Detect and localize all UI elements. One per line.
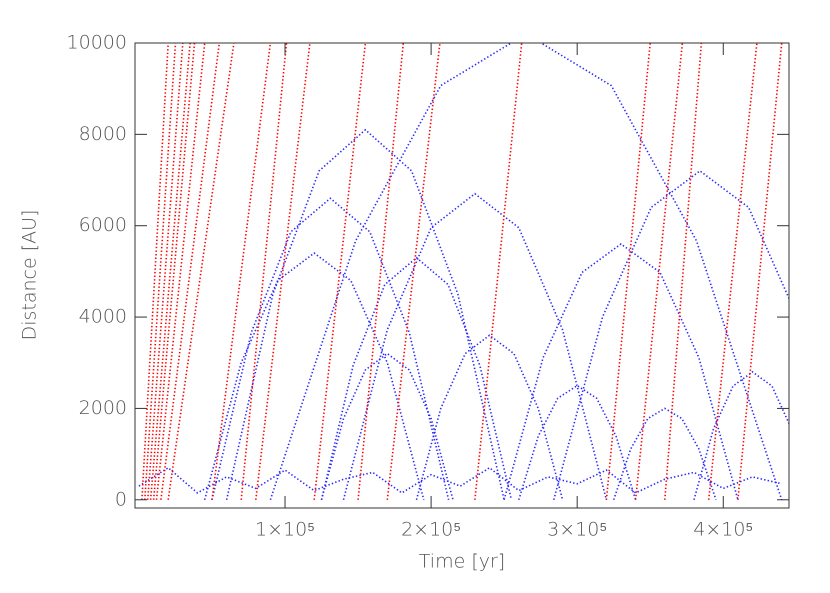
trajectory [612, 407, 717, 501]
x-axis-label: Time [yr] [419, 551, 505, 573]
trajectory [146, 43, 184, 500]
frame [134, 42, 790, 509]
trajectory [255, 43, 311, 500]
trajectory [386, 43, 441, 500]
trajectory [342, 192, 608, 500]
trajectory [152, 43, 196, 500]
trajectory [605, 43, 651, 500]
trajectory [474, 43, 523, 500]
trajectory [503, 243, 739, 501]
trajectory [203, 252, 425, 501]
x-tick-label: 2×10⁵ [401, 519, 461, 541]
trajectory [737, 43, 783, 500]
trajectory [707, 43, 758, 500]
x-tick-label: 3×10⁵ [547, 519, 607, 541]
trajectory [664, 43, 703, 500]
x-tick-label: 1×10⁵ [255, 519, 315, 541]
trajectory [225, 128, 505, 500]
trajectory [415, 334, 564, 501]
trajectory [155, 43, 206, 500]
trajectory [320, 256, 513, 500]
trajectory [160, 43, 221, 500]
trajectory [240, 43, 288, 500]
trajectory [634, 43, 684, 500]
trajectory [141, 43, 169, 500]
trajectory [518, 384, 637, 501]
x-tick-label: 4×10⁵ [693, 519, 753, 541]
y-tick-label: 0 [115, 488, 127, 510]
trajectory [138, 466, 782, 494]
trajectory [357, 43, 405, 500]
y-axis-label: Distance [AU] [19, 210, 41, 341]
trajectory [144, 43, 177, 500]
trajectory [320, 352, 454, 501]
trajectory [211, 197, 450, 500]
y-tick-label: 8000 [79, 123, 127, 145]
trajectory [313, 43, 367, 500]
y-tick-label: 2000 [79, 397, 127, 419]
y-tick-label: 6000 [79, 214, 127, 236]
trajectory [211, 43, 272, 500]
trajectory [167, 43, 235, 500]
trajectory [269, 43, 783, 501]
trajectory [693, 370, 789, 501]
y-tick-label: 4000 [79, 306, 127, 328]
trajectory [149, 43, 191, 500]
y-tick-label: 10000 [67, 32, 127, 54]
plot-area [138, 43, 789, 501]
